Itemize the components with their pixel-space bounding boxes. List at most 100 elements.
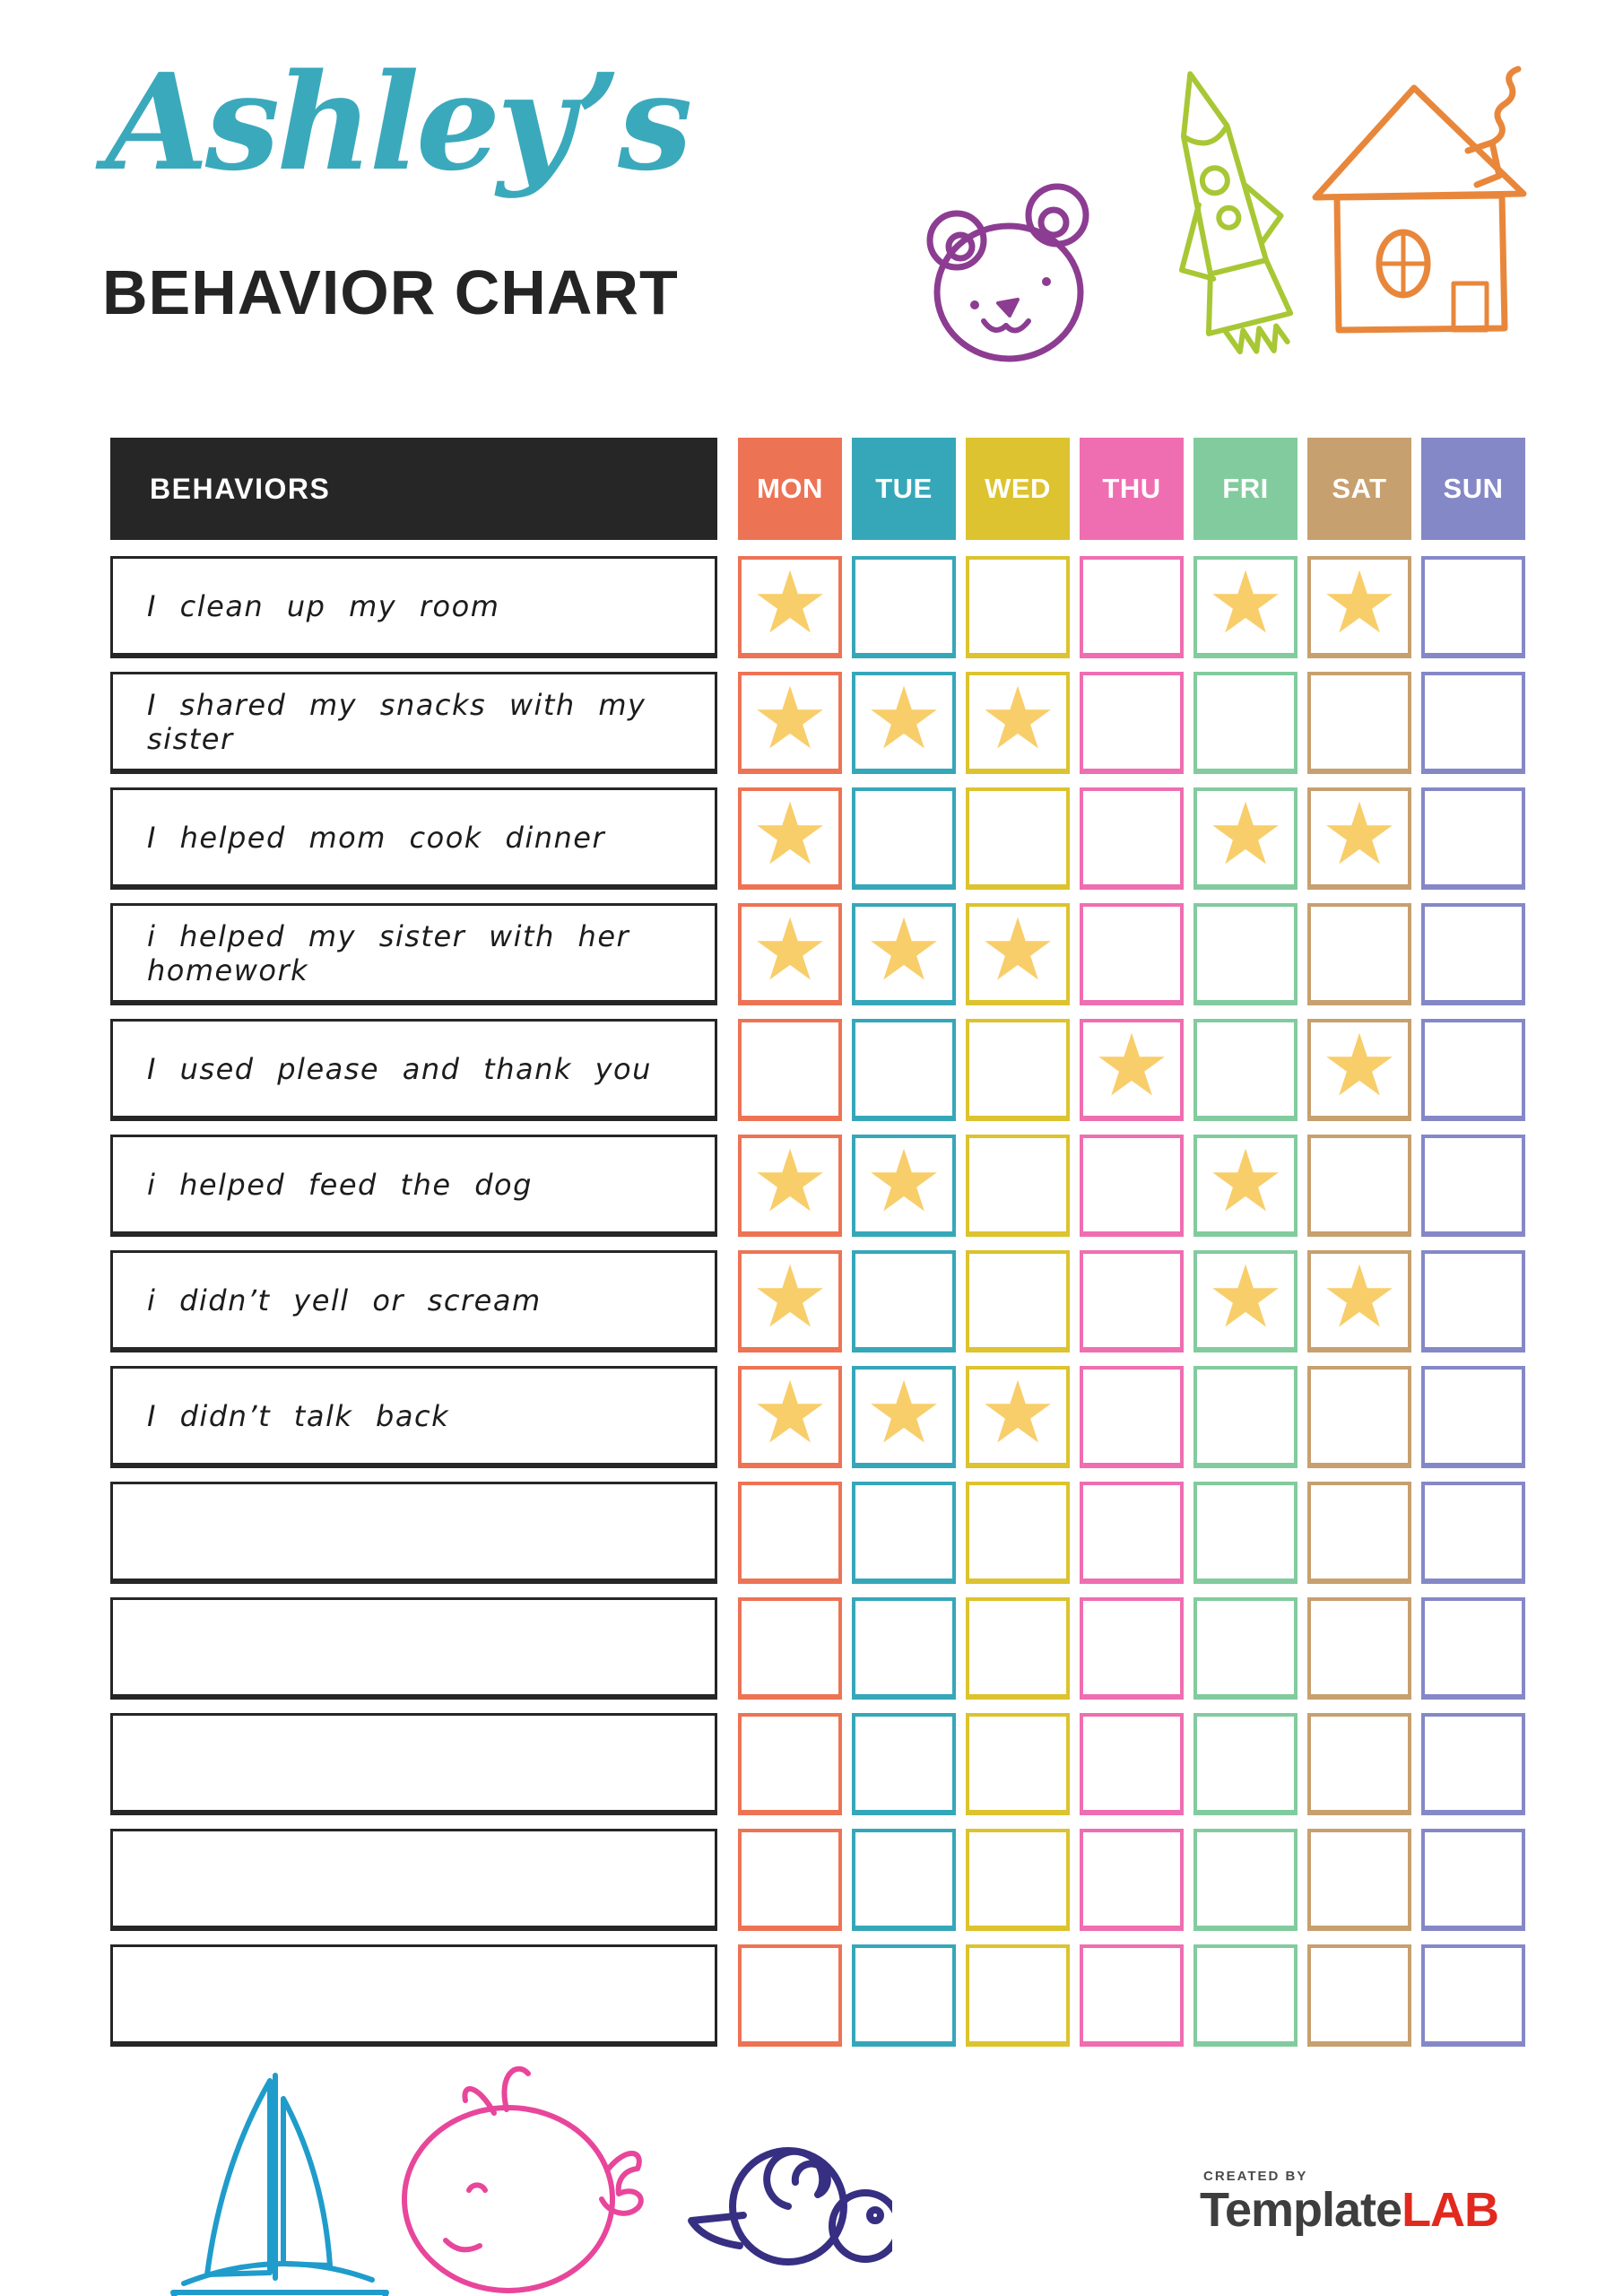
- day-cell-fri-row2[interactable]: [1193, 672, 1298, 774]
- day-cell-tue-row2[interactable]: ★: [852, 672, 956, 774]
- day-cell-mon-row4[interactable]: ★: [738, 903, 842, 1005]
- day-cell-fri-row13[interactable]: [1193, 1944, 1298, 2047]
- day-cell-sun-row2[interactable]: [1421, 672, 1525, 774]
- day-cell-sat-row3[interactable]: ★: [1307, 787, 1411, 890]
- day-cell-wed-row12[interactable]: [966, 1829, 1070, 1931]
- day-cell-sun-row6[interactable]: [1421, 1135, 1525, 1237]
- day-cell-fri-row5[interactable]: [1193, 1019, 1298, 1121]
- day-cell-fri-row1[interactable]: ★: [1193, 556, 1298, 658]
- star-icon: ★: [1206, 1247, 1285, 1347]
- day-cell-sat-row6[interactable]: [1307, 1135, 1411, 1237]
- day-column-header-thu: THU: [1080, 438, 1184, 540]
- day-cell-wed-row8[interactable]: ★: [966, 1366, 1070, 1468]
- day-cell-thu-row9[interactable]: [1080, 1482, 1184, 1584]
- day-cell-wed-row2[interactable]: ★: [966, 672, 1070, 774]
- day-cell-tue-row3[interactable]: [852, 787, 956, 890]
- day-cell-sun-row13[interactable]: [1421, 1944, 1525, 2047]
- day-cell-wed-row13[interactable]: [966, 1944, 1070, 2047]
- day-cell-sat-row9[interactable]: [1307, 1482, 1411, 1584]
- day-cell-wed-row7[interactable]: [966, 1250, 1070, 1352]
- day-cell-sat-row10[interactable]: [1307, 1597, 1411, 1700]
- day-cell-fri-row4[interactable]: [1193, 903, 1298, 1005]
- day-cell-sat-row7[interactable]: ★: [1307, 1250, 1411, 1352]
- day-cell-thu-row7[interactable]: [1080, 1250, 1184, 1352]
- day-cell-thu-row2[interactable]: [1080, 672, 1184, 774]
- day-cell-mon-row12[interactable]: [738, 1829, 842, 1931]
- day-cell-thu-row4[interactable]: [1080, 903, 1184, 1005]
- day-cell-thu-row10[interactable]: [1080, 1597, 1184, 1700]
- day-cell-tue-row6[interactable]: ★: [852, 1135, 956, 1237]
- day-cell-sat-row5[interactable]: ★: [1307, 1019, 1411, 1121]
- day-cell-fri-row11[interactable]: [1193, 1713, 1298, 1815]
- day-cell-sat-row11[interactable]: [1307, 1713, 1411, 1815]
- day-cell-tue-row12[interactable]: [852, 1829, 956, 1931]
- day-cell-tue-row7[interactable]: [852, 1250, 956, 1352]
- day-cell-fri-row9[interactable]: [1193, 1482, 1298, 1584]
- day-cell-fri-row3[interactable]: ★: [1193, 787, 1298, 890]
- day-cell-mon-row8[interactable]: ★: [738, 1366, 842, 1468]
- day-cell-tue-row11[interactable]: [852, 1713, 956, 1815]
- day-cell-mon-row7[interactable]: ★: [738, 1250, 842, 1352]
- day-cell-sun-row1[interactable]: [1421, 556, 1525, 658]
- day-cell-wed-row1[interactable]: [966, 556, 1070, 658]
- day-cell-mon-row2[interactable]: ★: [738, 672, 842, 774]
- day-cell-fri-row12[interactable]: [1193, 1829, 1298, 1931]
- day-cell-sat-row2[interactable]: [1307, 672, 1411, 774]
- day-cell-thu-row3[interactable]: [1080, 787, 1184, 890]
- day-cell-sat-row1[interactable]: ★: [1307, 556, 1411, 658]
- day-cell-mon-row3[interactable]: ★: [738, 787, 842, 890]
- day-cell-sun-row4[interactable]: [1421, 903, 1525, 1005]
- day-cell-tue-row13[interactable]: [852, 1944, 956, 2047]
- day-cell-wed-row5[interactable]: [966, 1019, 1070, 1121]
- day-cell-tue-row1[interactable]: [852, 556, 956, 658]
- day-cell-wed-row11[interactable]: [966, 1713, 1070, 1815]
- day-cell-mon-row1[interactable]: ★: [738, 556, 842, 658]
- day-cell-sat-row8[interactable]: [1307, 1366, 1411, 1468]
- day-cell-wed-row10[interactable]: [966, 1597, 1070, 1700]
- day-cell-fri-row8[interactable]: [1193, 1366, 1298, 1468]
- day-cell-fri-row7[interactable]: ★: [1193, 1250, 1298, 1352]
- day-cell-tue-row8[interactable]: ★: [852, 1366, 956, 1468]
- day-cell-tue-row4[interactable]: ★: [852, 903, 956, 1005]
- day-cell-sat-row12[interactable]: [1307, 1829, 1411, 1931]
- day-cell-thu-row6[interactable]: [1080, 1135, 1184, 1237]
- day-cell-tue-row9[interactable]: [852, 1482, 956, 1584]
- day-cell-sun-row7[interactable]: [1421, 1250, 1525, 1352]
- day-cell-mon-row9[interactable]: [738, 1482, 842, 1584]
- day-cell-thu-row12[interactable]: [1080, 1829, 1184, 1931]
- day-cell-fri-row10[interactable]: [1193, 1597, 1298, 1700]
- day-cell-mon-row10[interactable]: [738, 1597, 842, 1700]
- day-cell-thu-row11[interactable]: [1080, 1713, 1184, 1815]
- day-cell-wed-row3[interactable]: [966, 787, 1070, 890]
- day-cell-sun-row3[interactable]: [1421, 787, 1525, 890]
- day-cell-mon-row5[interactable]: [738, 1019, 842, 1121]
- day-cell-tue-row5[interactable]: [852, 1019, 956, 1121]
- day-cell-sat-row4[interactable]: [1307, 903, 1411, 1005]
- day-cell-mon-row11[interactable]: [738, 1713, 842, 1815]
- day-column-header-sat: SAT: [1307, 438, 1411, 540]
- day-cell-sun-row10[interactable]: [1421, 1597, 1525, 1700]
- day-cell-tue-row10[interactable]: [852, 1597, 956, 1700]
- day-cell-thu-row13[interactable]: [1080, 1944, 1184, 2047]
- day-cell-wed-row4[interactable]: ★: [966, 903, 1070, 1005]
- day-cell-fri-row6[interactable]: ★: [1193, 1135, 1298, 1237]
- day-cell-thu-row5[interactable]: ★: [1080, 1019, 1184, 1121]
- day-cell-sun-row9[interactable]: [1421, 1482, 1525, 1584]
- day-cell-sun-row5[interactable]: [1421, 1019, 1525, 1121]
- star-icon: ★: [864, 668, 943, 769]
- bottom-doodles: [170, 2066, 892, 2296]
- day-cell-sun-row8[interactable]: [1421, 1366, 1525, 1468]
- day-cell-sun-row11[interactable]: [1421, 1713, 1525, 1815]
- created-by-label: CREATED BY: [1203, 2169, 1308, 2184]
- day-cell-sat-row13[interactable]: [1307, 1944, 1411, 2047]
- day-cell-wed-row9[interactable]: [966, 1482, 1070, 1584]
- day-cell-sun-row12[interactable]: [1421, 1829, 1525, 1931]
- day-cell-thu-row1[interactable]: [1080, 556, 1184, 658]
- day-cell-mon-row6[interactable]: ★: [738, 1135, 842, 1237]
- day-cell-wed-row6[interactable]: [966, 1135, 1070, 1237]
- day-cell-mon-row13[interactable]: [738, 1944, 842, 2047]
- day-cell-thu-row8[interactable]: [1080, 1366, 1184, 1468]
- page-title: BEHAVIOR CHART: [102, 257, 679, 327]
- star-icon: ★: [1206, 552, 1285, 653]
